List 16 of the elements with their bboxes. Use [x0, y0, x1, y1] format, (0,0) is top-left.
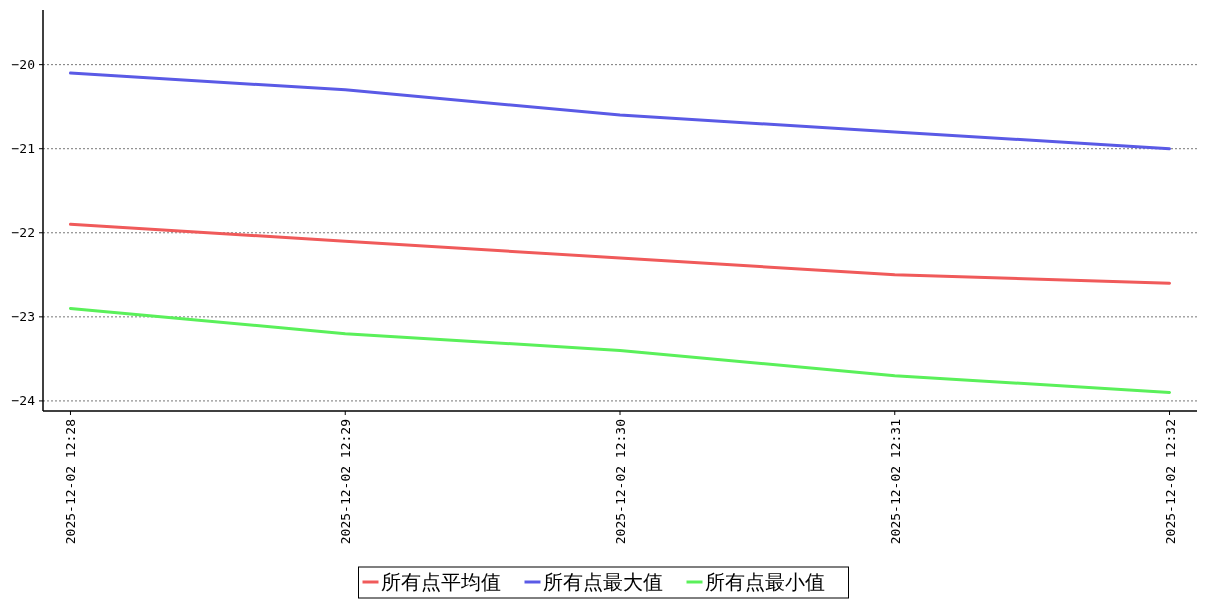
- legend-label: 所有点平均值: [380, 570, 501, 594]
- y-tick-label: −24: [11, 393, 36, 409]
- line-series: [68, 306, 1172, 395]
- x-tick-label: 2025-12-02 12:28: [63, 419, 79, 545]
- x-tick-label: 2025-12-02 12:30: [613, 419, 628, 545]
- y-tick-label: −23: [11, 309, 35, 325]
- legend-label: 所有点最大值: [542, 570, 663, 594]
- line-series: [68, 71, 1172, 151]
- x-tick-label: 2025-12-02 12:32: [1162, 419, 1178, 545]
- line-series: [68, 222, 1172, 285]
- x-tick-label: 2025-12-02 12:31: [887, 419, 903, 545]
- y-tick-label: −22: [11, 225, 35, 241]
- x-tick-label: 2025-12-02 12:29: [338, 419, 354, 545]
- y-tick-label: −21: [11, 141, 35, 157]
- legend-label: 所有点最小值: [704, 570, 825, 594]
- y-tick-label: −20: [11, 57, 35, 73]
